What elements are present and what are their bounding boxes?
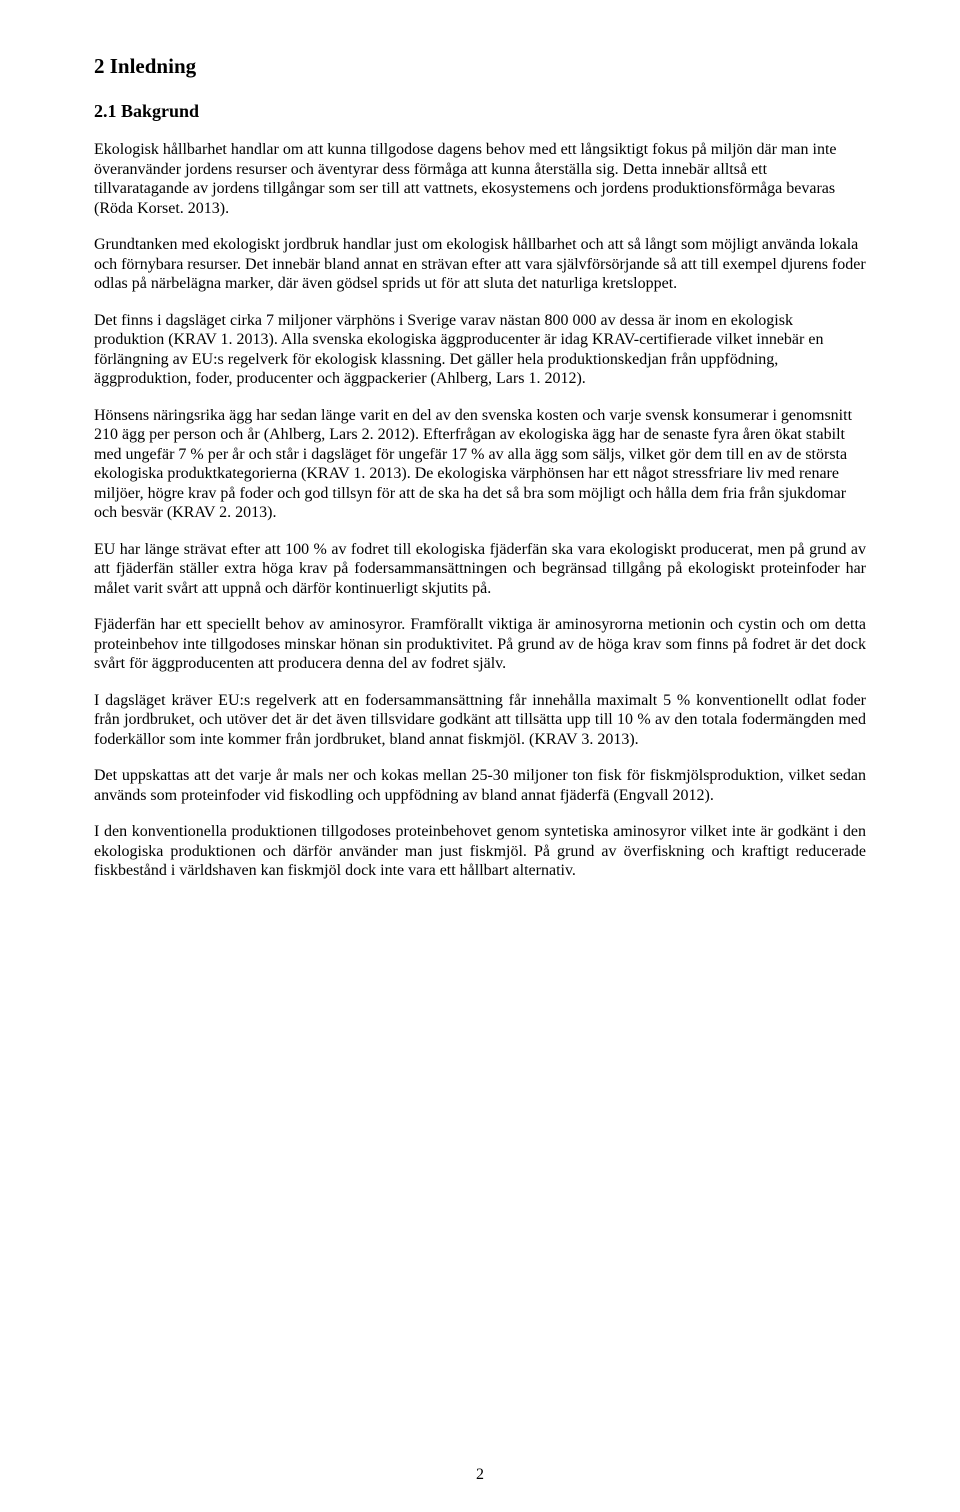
- page: 2 Inledning 2.1 Bakgrund Ekologisk hållb…: [0, 0, 960, 1512]
- subsection-title: 2.1 Bakgrund: [94, 101, 866, 122]
- page-number: 2: [0, 1466, 960, 1484]
- body-paragraph: Ekologisk hållbarhet handlar om att kunn…: [94, 140, 866, 218]
- body-paragraph: I den konventionella produktionen tillgo…: [94, 822, 866, 881]
- body-paragraph: Det uppskattas att det varje år mals ner…: [94, 766, 866, 805]
- body-paragraph: I dagsläget kräver EU:s regelverk att en…: [94, 691, 866, 750]
- section-title: 2 Inledning: [94, 54, 866, 79]
- body-paragraph: Det finns i dagsläget cirka 7 miljoner v…: [94, 311, 866, 389]
- body-paragraph: EU har länge strävat efter att 100 % av …: [94, 540, 866, 599]
- body-paragraph: Grundtanken med ekologiskt jordbruk hand…: [94, 235, 866, 294]
- body-paragraph: Fjäderfän har ett speciellt behov av ami…: [94, 615, 866, 674]
- body-paragraph: Hönsens näringsrika ägg har sedan länge …: [94, 406, 866, 523]
